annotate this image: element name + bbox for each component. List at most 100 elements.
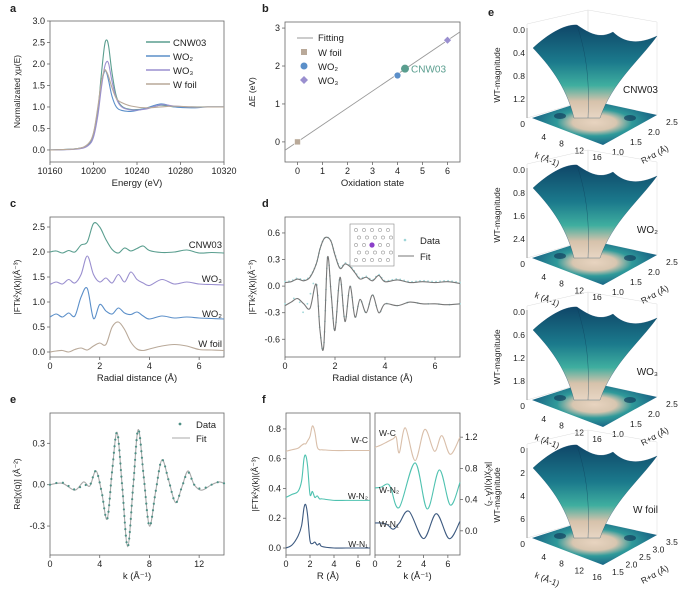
x-tick-label: 4 bbox=[395, 166, 400, 176]
data-point bbox=[139, 443, 142, 446]
k-tick-label: 8 bbox=[559, 421, 564, 431]
legend-label: W foil bbox=[318, 48, 342, 59]
panel-label-f: f bbox=[262, 394, 266, 406]
k-tick-label: 0 bbox=[520, 539, 525, 549]
x-tick-label: 12 bbox=[194, 559, 204, 569]
x-tick-label: 10280 bbox=[168, 166, 193, 176]
data-point bbox=[158, 463, 162, 466]
data-point bbox=[298, 301, 301, 304]
data-point bbox=[94, 470, 97, 473]
z-axis-label: WT-magnitude bbox=[492, 187, 502, 243]
data-point bbox=[147, 522, 150, 525]
data-point bbox=[118, 449, 121, 452]
series-line bbox=[49, 222, 225, 254]
sample-label: WO₂ bbox=[637, 225, 658, 236]
data-point bbox=[115, 432, 118, 435]
y-tick-label: 0.6 bbox=[267, 228, 280, 238]
atom-icon bbox=[357, 250, 361, 255]
data-point bbox=[155, 483, 158, 486]
z-tick-label: 4 bbox=[520, 491, 525, 501]
panel-label-a: a bbox=[10, 3, 17, 15]
legend-label: WO₂ bbox=[318, 62, 338, 73]
x-tick-label: 5 bbox=[420, 166, 425, 176]
legend-label: WO₃ bbox=[173, 66, 193, 77]
series-line bbox=[374, 510, 461, 540]
x-tick-label: 6 bbox=[445, 559, 450, 569]
floor-spot bbox=[554, 395, 566, 401]
floor-spot bbox=[624, 255, 636, 261]
k-tick-label: 12 bbox=[575, 427, 585, 437]
y-tick-label: 0.0 bbox=[465, 526, 478, 536]
legend-marker bbox=[403, 238, 407, 242]
floor-spot bbox=[624, 535, 636, 541]
sample-label: CNW03 bbox=[623, 85, 658, 96]
series-label: WO₃ bbox=[202, 274, 222, 285]
data-point bbox=[136, 432, 139, 435]
r-tick-label: 2.5 bbox=[666, 257, 678, 267]
panel-label-b: b bbox=[262, 3, 269, 15]
r-axis-label: R+α (Å) bbox=[639, 143, 670, 166]
legend-label: WO₃ bbox=[318, 76, 338, 87]
data-point bbox=[198, 487, 201, 490]
legend-label: Fit bbox=[196, 434, 207, 445]
data-point bbox=[204, 486, 207, 489]
x-tick-label: 3 bbox=[370, 166, 375, 176]
series-line bbox=[49, 255, 225, 287]
plot-frame bbox=[284, 21, 461, 163]
panel-label-e: e bbox=[10, 394, 16, 406]
data-point bbox=[48, 483, 52, 486]
x-tick-label: 6 bbox=[445, 166, 450, 176]
atom-icon bbox=[386, 228, 390, 232]
y-tick-label: 2.5 bbox=[32, 222, 45, 232]
legend-marker bbox=[300, 62, 308, 70]
z-tick-label: 0.8 bbox=[513, 71, 525, 81]
data-point bbox=[292, 297, 295, 300]
r-tick-label: 2.5 bbox=[666, 399, 678, 409]
data-point bbox=[164, 465, 167, 468]
y-tick-label: 0.8 bbox=[465, 463, 478, 473]
atom-icon bbox=[354, 228, 358, 232]
data-point bbox=[133, 471, 136, 475]
floor-spot bbox=[554, 113, 566, 119]
y-axis-label: Normalizated χμ(E) bbox=[12, 55, 22, 128]
wt-floor bbox=[532, 100, 657, 145]
data-point bbox=[193, 483, 196, 486]
k-axis-label: k (Å-1) bbox=[533, 432, 561, 451]
x-tick-label: 10200 bbox=[81, 166, 106, 176]
atom-icon bbox=[381, 250, 385, 255]
marker-diamond bbox=[443, 35, 452, 45]
panel-label-e2: e bbox=[488, 7, 494, 19]
y-axis-label: |FTk²χ(k)|(Å⁻³) bbox=[250, 456, 260, 511]
y-axis-label: Re[χ(q)] (Å⁻²) bbox=[12, 458, 22, 510]
data-point bbox=[119, 462, 122, 465]
data-point bbox=[103, 507, 106, 510]
x-tick-label: 2 bbox=[397, 559, 402, 569]
data-point bbox=[117, 442, 120, 445]
data-point bbox=[134, 445, 138, 448]
marker-circle bbox=[393, 71, 402, 80]
sample-label: WO₃ bbox=[637, 367, 658, 378]
y-tick-label: 0.0 bbox=[32, 347, 45, 357]
wt-surface bbox=[532, 444, 658, 539]
y-tick-label: 0.3 bbox=[32, 438, 45, 448]
panels: 10160 10200 10240 10280 103200.00.51.01.52.0… bbox=[10, 3, 678, 589]
x-tick-label: 2 bbox=[345, 166, 350, 176]
fit-line bbox=[284, 31, 461, 151]
legend-label: Fit bbox=[420, 252, 431, 263]
y-tick-label: 0.0 bbox=[32, 145, 45, 155]
r-tick-label: 2.5 bbox=[639, 552, 651, 562]
data-point bbox=[142, 469, 145, 472]
y-axis-label: |FTk²χ(k)|(Å⁻³) bbox=[247, 259, 257, 314]
z-tick-label: 6 bbox=[520, 514, 525, 524]
data-point bbox=[302, 311, 304, 314]
atom-icon bbox=[373, 250, 377, 255]
data-point bbox=[133, 458, 137, 461]
data-point bbox=[135, 439, 138, 442]
k-tick-label: 16 bbox=[592, 152, 602, 162]
x-tick-label: 0 bbox=[47, 559, 52, 569]
data-point bbox=[132, 484, 135, 488]
series-label: W-C bbox=[379, 428, 396, 438]
k-tick-label: 8 bbox=[559, 559, 564, 569]
y-axis-label: |k²χ(k)|(Å⁻²) bbox=[484, 462, 494, 507]
